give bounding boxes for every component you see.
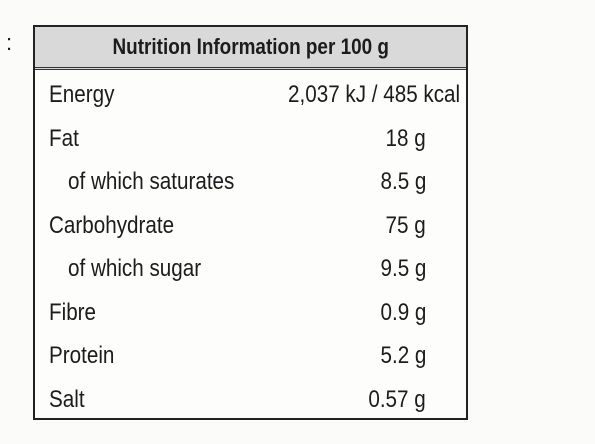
row-label: of which sugar — [68, 255, 202, 282]
nutrition-table: Nutrition Information per 100 g Energy 2,… — [33, 25, 468, 420]
leading-text: : — [6, 30, 13, 55]
row-label: of which saturates — [68, 168, 235, 195]
row-value: 9.5 g — [380, 255, 426, 282]
row-value: 0.9 g — [380, 298, 426, 326]
row-value: 18 g — [385, 124, 426, 152]
row-label: Salt — [49, 385, 85, 413]
table-row: Protein 5.2 g — [35, 334, 466, 377]
table-row: Carbohydrate 75 g — [35, 204, 466, 247]
row-label: Carbohydrate — [49, 211, 175, 239]
row-value: 5.2 g — [380, 342, 426, 369]
table-row: of which saturates 8.5 g — [35, 160, 466, 203]
row-value: 75 g — [385, 211, 426, 239]
row-label: Fat — [49, 124, 79, 152]
table-row: Fibre 0.9 g — [35, 291, 466, 334]
table-title: Nutrition Information per 100 g — [112, 34, 389, 59]
row-value: 0.57 g — [368, 385, 426, 413]
table-header: Nutrition Information per 100 g — [35, 27, 466, 70]
table-row: Fat 18 g — [35, 117, 466, 160]
row-label: Fibre — [49, 298, 97, 326]
table-row: Salt 0.57 g — [35, 378, 466, 421]
row-label: Protein — [49, 342, 115, 369]
table-row: Energy 2,037 kJ / 485 kcal — [35, 73, 466, 116]
table-row: of which sugar 9.5 g — [35, 247, 466, 290]
row-value: 2,037 kJ / 485 kcal — [287, 81, 460, 108]
row-label: Energy — [49, 81, 115, 108]
row-value: 8.5 g — [380, 168, 426, 195]
